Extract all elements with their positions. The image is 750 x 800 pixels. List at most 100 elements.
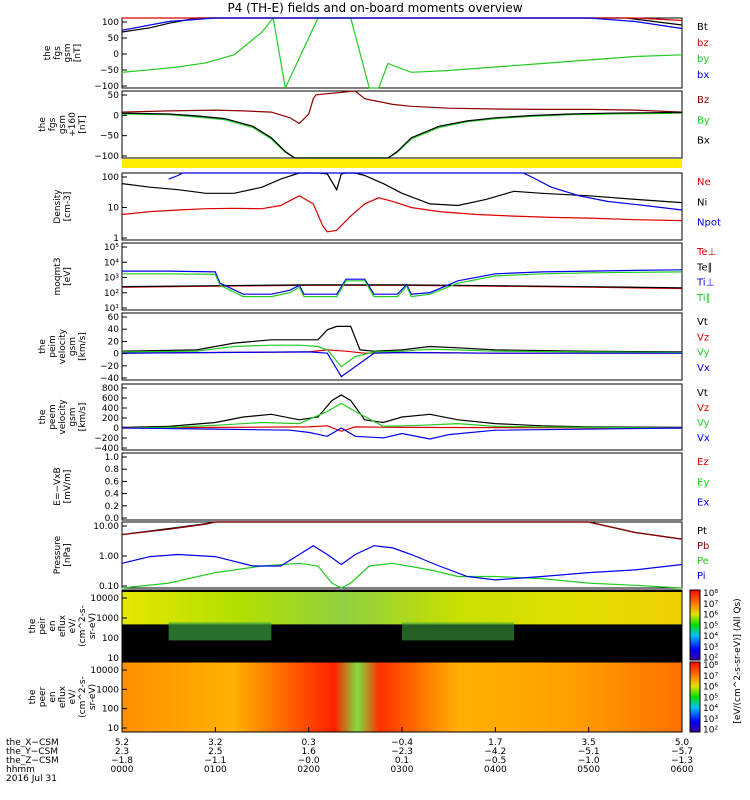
spectrogram-flux-patch — [168, 622, 272, 641]
colorbar-bottom — [689, 661, 701, 733]
y-tick-label: 10000 — [90, 666, 119, 676]
legend-entry: Vx — [697, 433, 710, 444]
y-axis-label: moqmt3 — [53, 257, 63, 295]
legend-entry: Vt — [697, 317, 708, 328]
y-axis-label: [nPa] — [63, 543, 73, 566]
colorbar-tick: 10³ — [703, 715, 718, 725]
x-axis-value: −4.2 — [484, 747, 506, 757]
series-line — [121, 325, 683, 353]
spectrogram-flux-patch — [402, 622, 514, 641]
y-axis-label: (cm^2-s- — [78, 605, 88, 647]
y-axis-label: eV/ — [68, 689, 78, 705]
y-axis-label: peer — [38, 686, 48, 707]
y-axis-label: peim — [48, 335, 58, 358]
x-axis-value: 3.5 — [582, 738, 596, 748]
colorbar-tick: 10⁶ — [703, 611, 718, 621]
legend-entry: Ne — [697, 177, 711, 188]
y-axis-label: velocity — [58, 328, 68, 364]
x-axis-value: 1.7 — [488, 738, 502, 748]
legend-entry: Ex — [697, 498, 709, 509]
y-tick-label: −200 — [94, 434, 119, 444]
y-tick-label: 0 — [113, 111, 119, 121]
y-tick-label: −50 — [100, 132, 119, 142]
y-tick-label: −20 — [100, 362, 119, 372]
x-axis-value: 0000 — [111, 765, 134, 775]
legend-entry: Vt — [697, 388, 708, 399]
y-axis-label: [km/s] — [78, 332, 88, 361]
y-tick-label: 1000 — [96, 614, 119, 624]
legend-entry: By — [697, 115, 710, 126]
y-axis-label: eflux — [58, 614, 68, 637]
colorbar-tick: 10⁵ — [703, 693, 718, 703]
panel-frame — [121, 521, 683, 589]
series-line — [121, 112, 683, 159]
series-line — [168, 172, 683, 211]
y-tick-label: 1.00 — [99, 552, 119, 562]
x-axis-value: 0300 — [391, 765, 414, 775]
series-line — [121, 17, 683, 31]
y-axis-label: the — [38, 339, 48, 354]
legend-entry: Pb — [697, 541, 709, 552]
x-axis-value: 0600 — [671, 765, 694, 775]
y-tick-label: 100 — [102, 173, 119, 183]
colorbar-tick: 10⁴ — [703, 704, 718, 714]
y-tick-label: 0.6 — [105, 477, 120, 487]
legend-entry: Ez — [697, 457, 709, 468]
y-axis-label: sr-eV) — [88, 613, 98, 639]
series-line — [121, 544, 683, 581]
y-tick-label: −100 — [94, 152, 119, 162]
y-axis-label: the — [38, 409, 48, 424]
series-line — [121, 90, 683, 125]
x-axis-row-label: the_Z−CSM — [6, 756, 59, 766]
y-axis-label: gsm — [68, 337, 78, 356]
y-tick-label: −40 — [100, 374, 119, 384]
y-tick-label: 10 — [108, 204, 120, 214]
x-axis-value: 0400 — [484, 765, 507, 775]
x-axis-value: 2.3 — [115, 747, 129, 757]
y-tick-label: 0.10 — [99, 582, 119, 592]
x-axis-value: 1.6 — [302, 747, 317, 757]
legend-entry: Ti∥ — [696, 293, 711, 304]
y-tick-label: 60 — [108, 313, 120, 323]
y-axis-label: en — [48, 620, 58, 631]
panel-frame — [121, 172, 683, 241]
y-tick-label: −400 — [94, 444, 119, 454]
legend-entry: Pi — [697, 571, 706, 582]
panel-frame — [121, 242, 683, 311]
series-line — [121, 562, 683, 589]
legend-entry: Vy — [697, 348, 710, 359]
y-axis-label: eflux — [58, 685, 68, 708]
legend-entry: Ti⊥ — [696, 278, 714, 289]
x-axis-value: −1.0 — [578, 756, 600, 766]
series-line — [121, 427, 683, 440]
y-tick-label: 1 — [113, 234, 119, 244]
y-tick-label: 10 — [108, 654, 120, 664]
y-axis-label: gsm — [58, 115, 68, 134]
legend-entry: Vz — [697, 403, 709, 414]
y-tick-label: 0.2 — [105, 502, 119, 512]
y-tick-label: 20 — [108, 337, 120, 347]
y-tick-label: 200 — [102, 414, 119, 424]
x-axis-value: −0.0 — [298, 756, 320, 766]
colorbar-tick: 10⁸ — [703, 661, 718, 671]
x-axis-value: 5.2 — [115, 738, 129, 748]
legend-entry: Bx — [697, 136, 710, 147]
panel-frame — [121, 90, 683, 159]
spectrogram-flux-band — [122, 592, 682, 625]
y-tick-label: 50 — [108, 34, 120, 44]
x-axis-value: 0200 — [297, 765, 320, 775]
y-tick-label: 40 — [108, 325, 120, 335]
y-axis-label: sr-eV) — [88, 684, 98, 710]
colorbar-tick: 10⁴ — [703, 632, 718, 642]
y-axis-label: +160 — [68, 112, 78, 137]
y-axis-label: peem — [48, 404, 58, 430]
colorbar-tick: 10⁵ — [703, 621, 718, 631]
y-axis-label: [nT] — [73, 44, 83, 62]
y-tick-label: 800 — [102, 384, 119, 394]
x-axis-value: 0.1 — [395, 756, 409, 766]
panel-frame — [121, 452, 683, 521]
legend-entry: Npot — [697, 218, 721, 229]
y-axis-label: velocity — [58, 399, 68, 435]
y-tick-label: 1.0 — [105, 453, 120, 463]
series-line — [121, 17, 683, 33]
